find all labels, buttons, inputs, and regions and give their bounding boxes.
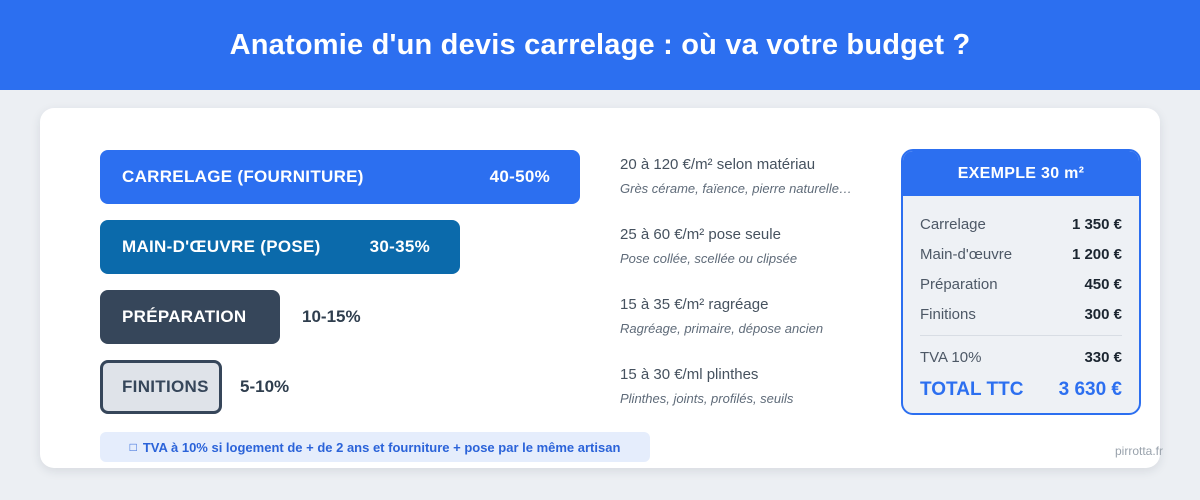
example-card-title: EXEMPLE 30 m² xyxy=(903,151,1139,196)
example-row-main-doeuvre: Main-d'œuvre 1 200 € xyxy=(920,239,1122,269)
bar-value-preparation: 10-15% xyxy=(302,307,361,326)
example-row-preparation: Préparation 450 € xyxy=(920,269,1122,299)
row-value: 300 € xyxy=(1084,305,1122,323)
detail-preparation: 15 à 35 €/m² ragréage Ragréage, primaire… xyxy=(620,292,910,336)
detail-title: 15 à 35 €/m² ragréage xyxy=(620,296,769,313)
total-value: 3 630 € xyxy=(1058,379,1122,400)
watermark: pirrotta.fr xyxy=(1114,444,1163,458)
row-value: 1 200 € xyxy=(1071,245,1122,263)
bar-value-finitions: 5-10% xyxy=(240,377,290,396)
header-banner: Anatomie d'un devis carrelage : où va vo… xyxy=(0,0,1200,90)
detail-finitions: 15 à 30 €/ml plinthes Plinthes, joints, … xyxy=(620,362,910,406)
row-value: 450 € xyxy=(1084,275,1122,293)
row-label: TVA 10% xyxy=(920,348,982,366)
example-row-finitions: Finitions 300 € xyxy=(920,299,1122,329)
tva-note-text: TVA à 10% si logement de + de 2 ans et f… xyxy=(142,439,621,455)
bar-finitions: FINITIONS xyxy=(100,360,222,414)
note-icon: □ xyxy=(129,440,137,454)
tva-note: □ TVA à 10% si logement de + de 2 ans et… xyxy=(100,432,650,462)
detail-pose: 25 à 60 €/m² pose seule Pose collée, sce… xyxy=(620,222,910,266)
row-label: Carrelage xyxy=(920,215,986,233)
example-card-body: Carrelage 1 350 € Main-d'œuvre 1 200 € P… xyxy=(903,196,1139,408)
example-row-tva: TVA 10% 330 € xyxy=(920,342,1122,372)
bar-value-main-doeuvre: 30-35% xyxy=(369,237,430,256)
detail-title: 20 à 120 €/m² selon matériau xyxy=(620,156,816,173)
bar-preparation: PRÉPARATION xyxy=(100,290,280,344)
detail-title: 15 à 30 €/ml plinthes xyxy=(620,366,759,383)
bar-value-carrelage: 40-50% xyxy=(489,167,550,186)
bar-label-main-doeuvre: MAIN-D'ŒUVRE (POSE) xyxy=(122,237,321,256)
divider xyxy=(920,335,1122,336)
row-label: Main-d'œuvre xyxy=(920,245,1013,263)
detail-subtitle: Pose collée, scellée ou clipsée xyxy=(620,251,798,266)
infographic-card: CARRELAGE (FOURNITURE) 40-50% MAIN-D'ŒUV… xyxy=(40,108,1160,468)
row-label: Finitions xyxy=(920,305,976,323)
bar-label-carrelage: CARRELAGE (FOURNITURE) xyxy=(122,167,364,186)
detail-subtitle: Plinthes, joints, profilés, seuils xyxy=(620,391,794,406)
detail-subtitle: Grès cérame, faïence, pierre naturelle… xyxy=(620,181,852,196)
detail-title: 25 à 60 €/m² pose seule xyxy=(620,226,781,243)
detail-carrelage: 20 à 120 €/m² selon matériau Grès cérame… xyxy=(620,152,910,196)
total-label: TOTAL TTC xyxy=(920,379,1024,400)
example-row-total: TOTAL TTC 3 630 € xyxy=(920,372,1122,408)
row-value: 330 € xyxy=(1084,348,1122,366)
row-label: Préparation xyxy=(920,275,998,293)
bar-label-preparation: PRÉPARATION xyxy=(122,307,247,326)
example-card: EXEMPLE 30 m² Carrelage 1 350 € Main-d'œ… xyxy=(901,149,1141,415)
example-row-carrelage: Carrelage 1 350 € xyxy=(920,209,1122,239)
bar-carrelage-fourniture: CARRELAGE (FOURNITURE) 40-50% xyxy=(100,150,580,204)
detail-subtitle: Ragréage, primaire, dépose ancien xyxy=(620,321,824,336)
bar-main-doeuvre: MAIN-D'ŒUVRE (POSE) 30-35% xyxy=(100,220,460,274)
bar-label-finitions: FINITIONS xyxy=(122,377,209,396)
page-title: Anatomie d'un devis carrelage : où va vo… xyxy=(229,28,971,61)
row-value: 1 350 € xyxy=(1071,215,1122,233)
